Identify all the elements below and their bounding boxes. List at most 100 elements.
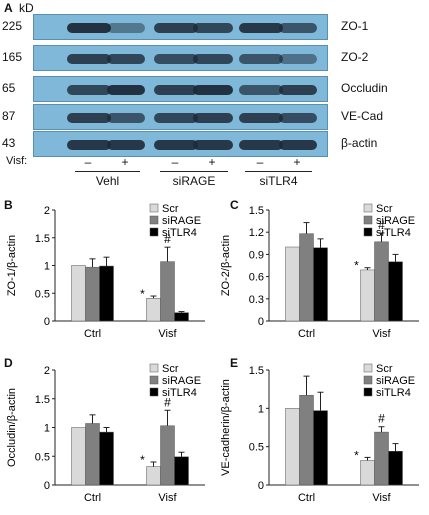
lane-sign: + — [293, 155, 301, 169]
blot-band — [154, 140, 198, 150]
protein-label: ZO-2 — [341, 50, 369, 64]
bar — [174, 312, 189, 322]
protein-label: ZO-1 — [341, 19, 369, 33]
panel-d-letter: D — [4, 356, 13, 370]
y-tick-label: 0.6 — [249, 272, 264, 284]
protein-label: VE-Cad — [341, 109, 384, 123]
legend-label: siTLR4 — [376, 227, 411, 239]
bar — [174, 456, 189, 486]
legend-label: siRAGE — [162, 375, 201, 387]
group-label: Vehl — [95, 174, 120, 188]
blot-band — [239, 23, 283, 33]
kd-marker: 65 — [2, 81, 16, 95]
chart-panel-c: ZO-2/β-actin 0 0.3 0.6 0.9 1.2 1.5 Ctrl Visf * # Sc… — [220, 203, 419, 340]
blot-strip — [33, 131, 328, 157]
significance-mark: * — [140, 453, 145, 467]
y-tick-label: 1.5 — [249, 365, 264, 377]
bar — [146, 297, 161, 322]
blot-band — [67, 85, 111, 95]
legend-label: siRAGE — [376, 215, 415, 227]
legend-label: Scr — [162, 203, 179, 215]
blot-band — [239, 54, 283, 64]
legend-swatch — [363, 215, 373, 225]
group-label: siTLR4 — [259, 174, 298, 188]
bar — [146, 466, 161, 486]
blot-band — [193, 23, 233, 33]
legend-swatch — [363, 203, 373, 213]
kd-marker: 165 — [2, 50, 23, 64]
x-tick-label: Ctrl — [298, 328, 315, 340]
y-tick-label: 1.5 — [35, 233, 50, 245]
y-tick-label: 0.5 — [35, 451, 50, 463]
legend-swatch — [363, 387, 373, 397]
y-tick-label: 0.5 — [35, 288, 50, 300]
blot-band — [239, 113, 283, 123]
bar — [313, 410, 328, 486]
significance-mark: * — [354, 448, 359, 462]
y-tick-label: 1.5 — [249, 205, 264, 217]
significance-mark: * — [354, 259, 359, 273]
x-tick-label: Ctrl — [84, 328, 101, 340]
legend-label: siRAGE — [162, 215, 201, 227]
bar — [388, 261, 403, 322]
lane-sign: – — [256, 155, 264, 169]
group-underline — [160, 171, 228, 172]
bar — [285, 408, 300, 486]
protein-label: Occludin — [341, 81, 388, 95]
blot-band — [67, 113, 111, 123]
blot-band — [107, 85, 145, 95]
group-underline — [245, 171, 312, 172]
blot-band — [107, 54, 145, 64]
legend-label: Scr — [162, 363, 179, 375]
y-tick-label: 1.2 — [249, 227, 264, 239]
legend-swatch — [149, 363, 159, 373]
y-tick-label: 0.3 — [249, 294, 264, 306]
panel-a-letter: A — [4, 1, 13, 15]
blot-band — [279, 54, 317, 64]
lane-sign: – — [84, 155, 92, 169]
kd-marker: 225 — [2, 19, 23, 33]
group-underline — [75, 171, 140, 172]
x-tick-label: Ctrl — [84, 492, 101, 504]
legend-swatch — [363, 375, 373, 385]
blot-band — [67, 140, 111, 150]
blot-band — [279, 85, 317, 95]
blot-band — [193, 85, 233, 95]
blot-band — [279, 140, 317, 150]
y-axis-label: ZO-2/β-actin — [220, 235, 232, 296]
x-tick-label: Ctrl — [298, 492, 315, 504]
kd-unit-label: kD — [19, 1, 34, 15]
bar — [160, 425, 175, 486]
y-tick-label: 1 — [258, 403, 264, 415]
group-label: siRAGE — [172, 174, 216, 188]
y-tick-label: 2 — [44, 365, 50, 377]
legend-swatch — [149, 387, 159, 397]
legend-swatch — [149, 203, 159, 213]
legend-swatch — [363, 363, 373, 373]
blot-band — [107, 140, 145, 150]
blot-band — [239, 140, 283, 150]
blot-band — [279, 113, 317, 123]
significance-mark: # — [164, 395, 171, 409]
legend-label: siRAGE — [376, 375, 415, 387]
y-tick-label: 0 — [258, 316, 264, 328]
bar — [71, 265, 86, 322]
bar — [360, 460, 375, 486]
lane-sign: – — [171, 155, 179, 169]
blot-band — [279, 23, 317, 33]
significance-mark: # — [378, 412, 385, 426]
x-tick-label: Visf — [158, 492, 177, 504]
blot-band — [154, 113, 198, 123]
chart-panel-b: ZO-1/β-actin 0 0.5 1 1.5 2 Ctrl Visf * # ScrsiRAGE… — [6, 203, 205, 340]
panel-e-letter: E — [230, 356, 239, 370]
y-axis-label: Occludin/β-actin — [6, 388, 18, 467]
y-axis-label: ZO-1/β-actin — [6, 235, 18, 296]
kd-marker: 43 — [2, 136, 16, 150]
blot-band — [154, 85, 198, 95]
blot-band — [154, 23, 198, 33]
legend-swatch — [149, 375, 159, 385]
legend-swatch — [149, 215, 159, 225]
legend-swatch — [363, 227, 373, 237]
kd-marker: 87 — [2, 109, 16, 123]
